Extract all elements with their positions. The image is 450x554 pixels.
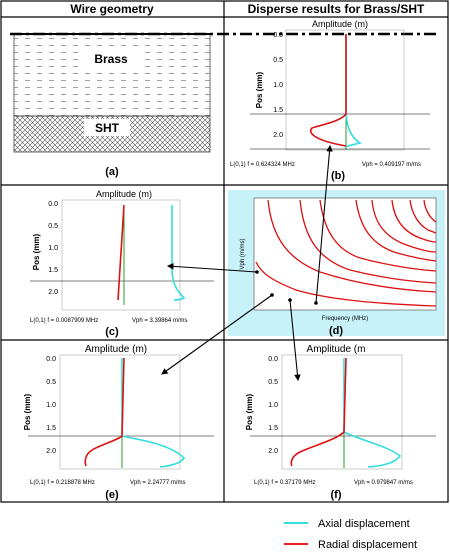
plot-f-axial-curve	[343, 358, 402, 468]
legend-axial-label: Axial displacement	[318, 518, 410, 530]
legend-radial-label: Radial displacement	[318, 539, 417, 551]
plot-b-frame	[285, 29, 405, 151]
plot-b-radial-curve	[310, 34, 347, 147]
plot-c-title: Amplitude (m)	[96, 189, 152, 199]
mode-plot-e: Amplitude (m) Pos (mm) 0.0 0.5 1.0 1.5 2…	[23, 344, 214, 501]
plot-b-ytick-4: 2.0	[273, 132, 283, 139]
arrow-to-e	[161, 294, 273, 375]
plot-c-ytick-2: 1.0	[48, 245, 58, 252]
plot-c-caption-vph: Vph = 3.39864 m/ms	[132, 318, 188, 324]
panel-label-c: (c)	[105, 326, 119, 338]
plot-f-ytick-1: 0.5	[268, 379, 278, 386]
plot-b-caption-vph: Vph = 0.409197 m/ms	[362, 162, 421, 168]
panel-frame	[0, 0, 449, 503]
panel-label-e: (e)	[105, 489, 119, 501]
plot-b-ylabel: Pos (mm)	[255, 71, 264, 108]
plot-c-radial-curve	[117, 204, 125, 301]
plot-e-ytick-4: 2.0	[46, 448, 56, 455]
plot-b-axial-curve	[344, 34, 363, 148]
plot-e-frame	[59, 354, 181, 470]
panel-label-d: (d)	[329, 325, 343, 337]
plot-c-ytick-4: 2.0	[48, 289, 58, 296]
plot-f-ytick-2: 1.0	[268, 402, 278, 409]
plot-e-ylabel: Pos (mm)	[23, 393, 32, 430]
plot-c-ytick-0: 0.0	[48, 201, 58, 208]
plot-b-ytick-1: 0.5	[273, 57, 283, 64]
plot-e-caption-vph: Vph = 2.24777 m/ms	[130, 480, 186, 486]
dispersion-plot-area	[253, 197, 437, 311]
plot-f-radial-curve	[290, 357, 347, 467]
plot-f-frame	[281, 354, 403, 470]
mode-plot-c: Amplitude (m) Pos (mm) 0.0 0.5 1.0 1.5 2…	[30, 189, 214, 338]
dispersion-xlabel: Frequency (MHz)	[322, 316, 368, 322]
plot-f-ytick-3: 1.5	[268, 425, 278, 432]
brass-label: Brass	[94, 52, 128, 66]
plot-b-ytick-2: 1.0	[273, 82, 283, 89]
panel-label-a: (a)	[105, 166, 119, 178]
sht-label: SHT	[95, 121, 120, 135]
plot-f-ytick-0: 0.0	[268, 356, 278, 363]
plot-f-title: Amplitude (m	[307, 344, 366, 355]
plot-b-ytick-3: 1.5	[273, 107, 283, 114]
plot-c-axial-curve	[171, 205, 186, 301]
plot-c-caption-mode: L(0,1) f = 0.0087909 MHz	[30, 318, 98, 324]
plot-e-ytick-2: 1.0	[46, 402, 56, 409]
mode-plot-b: Amplitude (m) Pos (mm) 0.0 0.5 1.0 1.5 2…	[230, 19, 430, 182]
plot-b-title: Amplitude (m)	[312, 19, 368, 29]
mode-plot-f: Amplitude (m Pos (mm) 0.0 0.5 1.0 1.5 2.…	[245, 344, 436, 501]
plot-e-caption-mode: L(0,1) f = 0.218878 MHz	[30, 480, 95, 486]
brass-region	[13, 33, 211, 117]
dispersion-plot-d: Vph (m/ms) Frequency (MHz) (d)	[228, 190, 445, 337]
plot-c-ytick-3: 1.5	[48, 267, 58, 274]
connector-arrows	[161, 144, 333, 382]
plot-e-radial-curve	[84, 357, 125, 467]
plot-f-ylabel: Pos (mm)	[245, 393, 254, 430]
plot-f-caption-mode: L(0,1) f = 0.37179 MHz	[254, 480, 316, 486]
panel-label-f: (f)	[331, 489, 342, 501]
plot-b-ytick-0: 0.0	[273, 32, 283, 39]
wire-geometry-panel: Brass SHT (a)	[13, 33, 211, 178]
header-disperse-results: Disperse results for Brass/SHT	[248, 2, 425, 16]
arrow-to-c	[166, 263, 258, 273]
dispersion-curves	[255, 199, 437, 307]
plot-c-frame	[61, 199, 181, 311]
plot-e-title: Amplitude (m)	[85, 344, 147, 355]
plot-b-caption-mode: L(0,1) f = 0.624324 MHz	[230, 162, 295, 168]
plot-e-ytick-1: 0.5	[46, 379, 56, 386]
plot-e-axial-curve	[121, 358, 186, 468]
plot-c-ytick-1: 0.5	[48, 223, 58, 230]
arrow-to-f	[289, 299, 301, 382]
legend: Axial displacement Radial displacement	[284, 518, 417, 551]
arrow-to-b	[315, 144, 333, 304]
plot-f-caption-vph: Vph = 0.979847 m/ms	[354, 480, 413, 486]
plot-e-ytick-0: 0.0	[46, 356, 56, 363]
panel-label-b: (b)	[331, 170, 345, 182]
header-wire-geometry: Wire geometry	[70, 2, 154, 16]
plot-c-ylabel: Pos (mm)	[32, 233, 41, 270]
dispersion-ylabel: Vph (m/ms)	[240, 238, 246, 269]
plot-e-ytick-3: 1.5	[46, 425, 56, 432]
plot-f-ytick-4: 2.0	[268, 448, 278, 455]
